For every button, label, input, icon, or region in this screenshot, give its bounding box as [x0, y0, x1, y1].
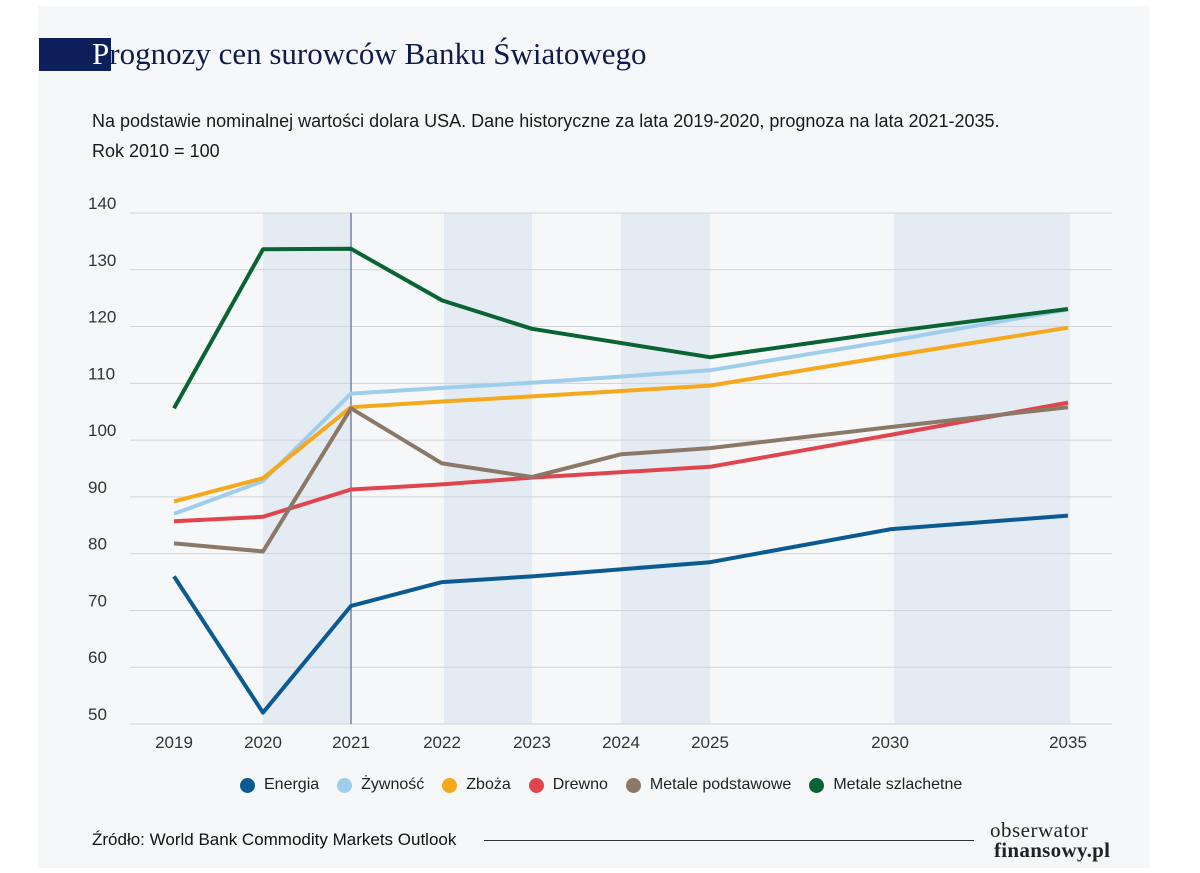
subtitle-line-1: Na podstawie nominalnej wartości dolara … — [92, 111, 1000, 131]
page-title: Prognozy cen surowców Banku Światowego — [92, 36, 646, 72]
logo-line-2: finansowy.pl — [994, 838, 1111, 862]
legend-item: Energia — [240, 776, 319, 794]
y-tick-label: 100 — [88, 421, 116, 440]
legend-item: Metale podstawowe — [625, 776, 792, 794]
y-tick-label: 80 — [88, 535, 107, 554]
series-line-drewno — [173, 400, 1069, 524]
x-tick-label: 2035 — [1049, 733, 1087, 752]
y-tick-label: 130 — [88, 251, 116, 270]
title-accent-bar — [39, 38, 111, 71]
y-axis-ticks: 50 60 70 80 90 100 110 120 130 140 — [88, 194, 116, 724]
y-tick-label: 90 — [88, 478, 107, 497]
legend-item: Metale szlachetne — [809, 776, 962, 794]
y-tick-label: 140 — [88, 194, 116, 213]
source-divider — [484, 840, 974, 841]
legend-label: Energia — [264, 776, 320, 793]
x-tick-label: 2030 — [871, 733, 909, 752]
y-tick-label: 50 — [88, 705, 107, 724]
legend-dot — [625, 777, 641, 793]
subtitle-line-2: Rok 2010 = 100 — [92, 141, 220, 161]
y-tick-label: 70 — [88, 591, 107, 610]
legend-dot — [240, 777, 255, 793]
y-tick-label: 120 — [88, 308, 116, 327]
legend-label: Metale podstawowe — [649, 776, 792, 793]
series-line-metale-podstawowe — [173, 405, 1069, 554]
legend-item: Drewno — [528, 776, 608, 794]
title-first-letter: P — [92, 36, 110, 71]
series-lines — [172, 246, 1069, 715]
legend-dot — [528, 777, 544, 793]
year-bands — [263, 213, 1070, 724]
grid-lines — [130, 212, 1112, 725]
x-axis-ticks: 2019 2020 2021 2022 2023 2024 2025 2030 2035 — [155, 733, 1087, 752]
legend-label: Drewno — [552, 776, 608, 793]
x-tick-label: 2023 — [513, 733, 551, 752]
logo-line-1: obserwator — [990, 818, 1089, 842]
legend-label: Zboża — [466, 776, 511, 793]
chart-subtitle: Na podstawie nominalnej wartości dolara … — [92, 106, 1142, 166]
legend-label: Żywność — [361, 776, 425, 793]
x-tick-label: 2020 — [244, 733, 282, 752]
x-tick-label: 2025 — [691, 733, 729, 752]
legend-dot — [442, 777, 458, 793]
legend-label: Metale szlachetne — [833, 776, 963, 793]
series-line-energia — [172, 513, 1069, 715]
chart-legend: Energia Żywność Zboża Drewno Metale podstawo… — [240, 776, 980, 794]
y-tick-label: 110 — [88, 364, 115, 383]
x-tick-label: 2021 — [332, 733, 370, 752]
x-tick-label: 2024 — [602, 733, 640, 752]
series-line-metale-szlachetne — [172, 246, 1069, 410]
publisher-logo: obserwator finansowy.pl — [986, 818, 1126, 862]
source-note: Źródło: World Bank Commodity Markets Out… — [92, 830, 457, 849]
legend-item: Zboża — [442, 776, 511, 794]
year-band — [894, 213, 1070, 724]
series-line-zboza — [173, 325, 1069, 504]
y-tick-label: 60 — [88, 648, 107, 667]
legend-dot — [337, 777, 353, 793]
x-tick-label: 2022 — [423, 733, 461, 752]
legend-dot — [809, 777, 825, 793]
title-text: rognozy cen surowców Banku Światowego — [109, 36, 647, 71]
legend-item: Żywność — [337, 776, 424, 794]
x-tick-label: 2019 — [155, 733, 193, 752]
